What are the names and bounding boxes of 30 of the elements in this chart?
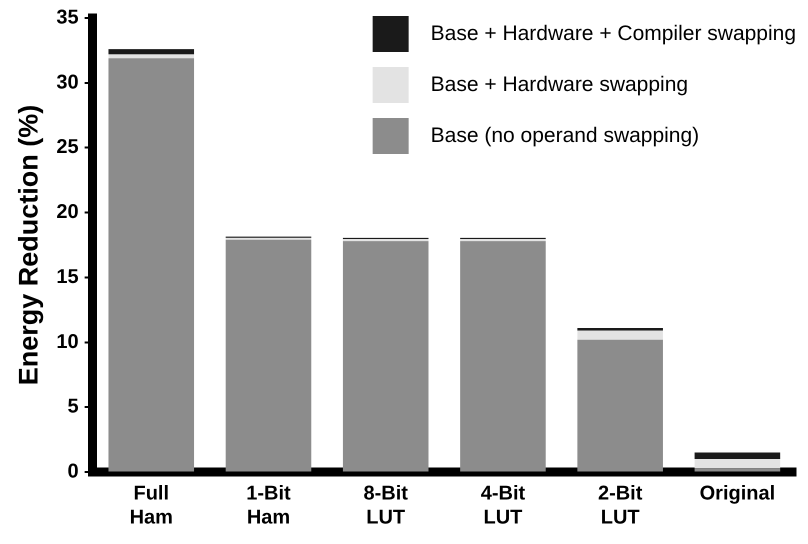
bar [226,240,312,472]
y-tick-label: 30 [56,71,79,94]
x-tick-label: 1-Bit Ham [246,482,292,529]
x-tick-label: Full Ham [130,482,173,529]
bar [577,330,663,340]
y-tick-label: 20 [56,201,79,224]
legend-label: Base + Hardware + Compiler swapping [430,22,796,45]
bar [460,241,546,472]
x-tick-label: 2-Bit LUT [598,482,643,529]
x-tick-label: 8-Bit LUT [363,482,408,529]
bar [694,452,780,460]
y-tick-label: 25 [56,136,79,158]
y-tick-label: 15 [56,266,79,288]
x-tick-label: 4-Bit LUT [480,482,526,529]
y-axis-title: Energy Reduction (%) [14,104,44,386]
bar [342,241,428,472]
y-tick-label: 10 [56,330,79,353]
bar [108,58,194,472]
bar [108,54,194,58]
bar [694,468,780,472]
y-tick-label: 5 [68,396,79,418]
bar [108,49,194,54]
bar [694,459,780,468]
x-tick-label: Original [700,482,776,505]
legend-label: Base + Hardware swapping [430,72,688,96]
bar [577,328,663,331]
y-tick-label: 35 [56,6,79,29]
legend-label: Base (no operand swapping) [430,124,700,147]
bar [577,340,663,472]
y-tick-label: 0 [68,460,79,483]
